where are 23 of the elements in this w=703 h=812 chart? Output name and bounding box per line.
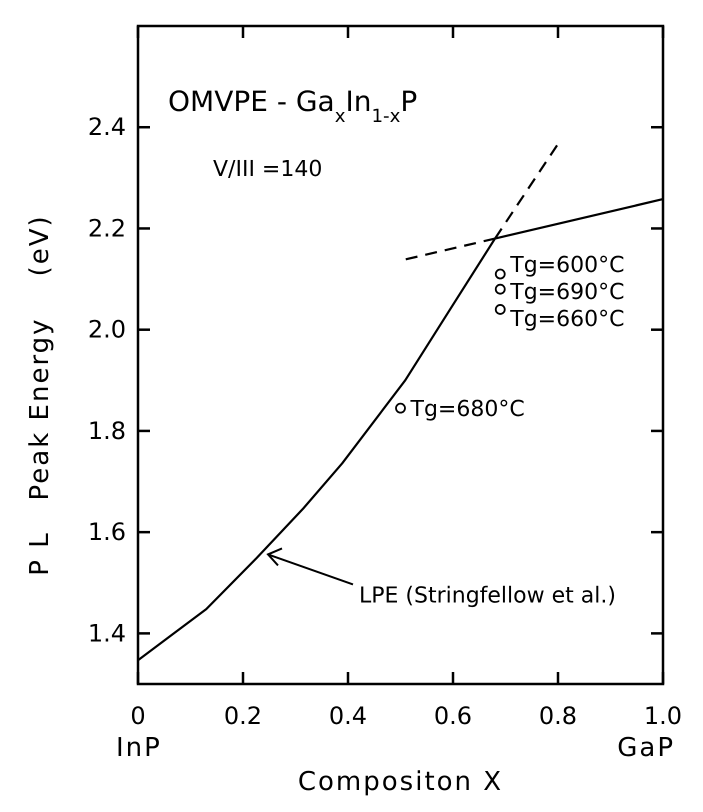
x-tick-label: 0.6: [434, 702, 472, 730]
x-axis-title: Compositon X: [298, 767, 504, 797]
x-tick-label: 0.2: [224, 702, 262, 730]
text: InP: [116, 733, 162, 763]
y-tick-label: 2.0: [88, 316, 126, 344]
annotation: LPE (Stringfellow et al.): [359, 583, 616, 608]
annotation: V/III =140: [213, 157, 322, 182]
y-tick-label: 1.8: [88, 416, 126, 445]
y-tick-label: 2.4: [88, 113, 126, 142]
x-tick-label: 0.8: [538, 702, 578, 730]
y-tick-label: 1.4: [88, 619, 126, 648]
text: GaP: [617, 733, 675, 763]
x-tick-label: 1.0: [644, 702, 682, 730]
y-axis-title: P L Peak Energy (eV): [25, 214, 55, 576]
y-tick-label: 1.6: [88, 518, 126, 546]
text: OMVPE - Ga$_{x}$In$_{1-x}$P: [168, 85, 418, 126]
x-tick-label: 0.4: [328, 702, 368, 730]
annotation: Tg=660°C: [509, 306, 624, 332]
annotation: Tg=690°C: [509, 280, 624, 305]
y-tick-label: 2.2: [88, 214, 126, 242]
annotation: Tg=680°C: [410, 397, 525, 422]
x-tick-label: 0: [130, 702, 146, 730]
annotation: Tg=600°C: [509, 252, 624, 278]
